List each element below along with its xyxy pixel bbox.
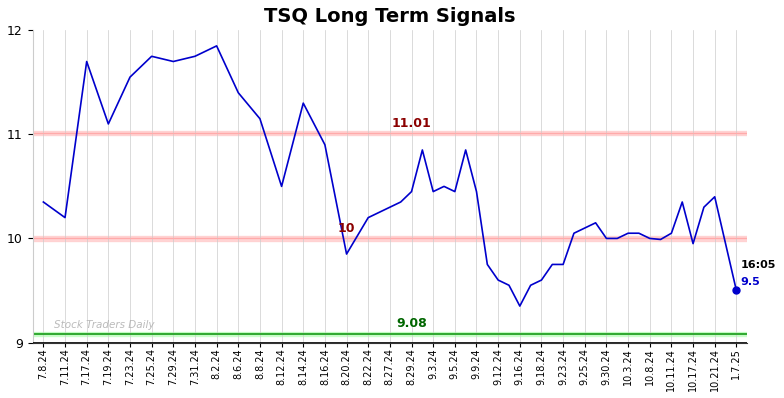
Text: 9.5: 9.5 bbox=[741, 277, 760, 287]
Text: 10: 10 bbox=[338, 222, 355, 235]
Text: 9.08: 9.08 bbox=[396, 317, 427, 330]
Title: TSQ Long Term Signals: TSQ Long Term Signals bbox=[264, 7, 516, 26]
Bar bbox=[33, 332, 747, 336]
Text: 16:05: 16:05 bbox=[741, 259, 776, 269]
Text: Stock Traders Daily: Stock Traders Daily bbox=[54, 320, 154, 330]
Bar bbox=[33, 131, 747, 135]
Bar bbox=[33, 236, 747, 240]
Text: 11.01: 11.01 bbox=[392, 117, 431, 130]
